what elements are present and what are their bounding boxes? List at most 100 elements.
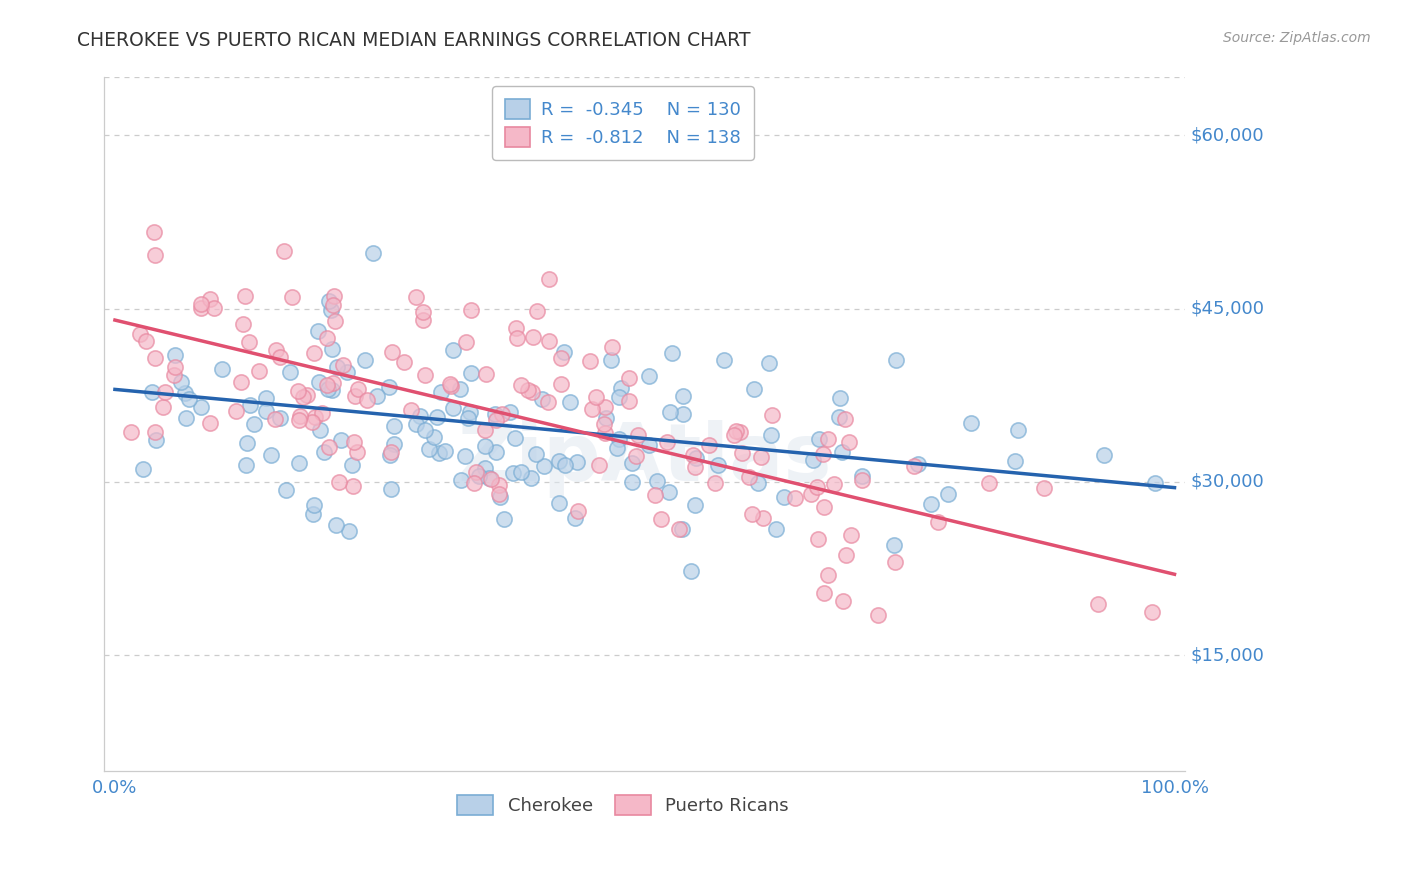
Point — [409, 409, 432, 423]
Point — [346, 445, 368, 459]
Point — [627, 428, 650, 442]
Point — [783, 491, 806, 505]
Point — [318, 294, 340, 309]
Point — [135, 334, 157, 348]
Point — [378, 379, 401, 393]
Point — [609, 433, 631, 447]
Point — [606, 442, 628, 456]
Point — [273, 244, 295, 258]
Point — [440, 379, 463, 393]
Point — [607, 390, 630, 404]
Point — [263, 412, 285, 426]
Text: $30,000: $30,000 — [1191, 473, 1264, 491]
Point — [394, 355, 416, 369]
Point — [834, 412, 856, 426]
Point — [141, 384, 163, 399]
Point — [492, 512, 515, 526]
Point — [1140, 605, 1163, 619]
Point — [413, 423, 436, 437]
Point — [903, 458, 925, 473]
Point — [1087, 597, 1109, 611]
Point — [235, 289, 257, 303]
Point — [650, 512, 672, 526]
Point — [142, 226, 165, 240]
Point — [524, 447, 547, 461]
Point — [278, 366, 301, 380]
Point — [621, 456, 644, 470]
Point — [232, 317, 254, 331]
Point — [366, 389, 388, 403]
Point — [806, 533, 828, 547]
Point — [449, 383, 471, 397]
Point — [703, 476, 725, 491]
Point — [474, 439, 496, 453]
Point — [581, 401, 603, 416]
Point — [602, 340, 624, 354]
Point — [260, 448, 283, 462]
Point — [231, 376, 253, 390]
Point — [441, 401, 464, 415]
Point — [550, 377, 572, 392]
Point — [554, 458, 576, 472]
Point — [426, 409, 449, 424]
Point — [316, 377, 339, 392]
Point — [533, 458, 555, 473]
Point — [332, 359, 354, 373]
Point — [936, 487, 959, 501]
Point — [883, 555, 905, 569]
Point — [530, 392, 553, 406]
Point — [685, 450, 707, 465]
Point — [378, 448, 401, 462]
Point — [302, 346, 325, 360]
Point — [163, 368, 186, 383]
Point — [553, 344, 575, 359]
Point — [505, 321, 527, 335]
Point — [200, 292, 222, 306]
Point — [550, 351, 572, 365]
Point — [509, 465, 531, 479]
Point — [761, 408, 783, 422]
Point — [423, 430, 446, 444]
Point — [503, 431, 526, 445]
Point — [522, 329, 544, 343]
Point — [269, 410, 291, 425]
Point — [835, 548, 858, 562]
Point — [600, 353, 623, 368]
Point — [276, 483, 298, 497]
Point — [610, 381, 633, 395]
Point — [465, 465, 488, 479]
Point — [152, 400, 174, 414]
Point — [288, 413, 311, 427]
Point — [752, 511, 775, 525]
Point — [1032, 481, 1054, 495]
Point — [354, 353, 377, 368]
Point — [723, 428, 745, 442]
Point — [304, 410, 326, 425]
Point — [558, 395, 581, 409]
Point — [312, 445, 335, 459]
Point — [384, 418, 406, 433]
Point — [747, 476, 769, 491]
Point — [841, 528, 863, 542]
Point — [269, 351, 291, 365]
Point — [456, 335, 478, 350]
Point — [681, 565, 703, 579]
Point — [697, 438, 720, 452]
Point — [619, 394, 641, 409]
Point — [668, 523, 690, 537]
Point — [838, 435, 860, 450]
Point — [520, 385, 543, 400]
Point — [434, 444, 457, 458]
Point — [322, 298, 344, 312]
Point — [547, 454, 569, 468]
Point — [307, 324, 329, 338]
Point — [468, 468, 491, 483]
Point — [828, 410, 851, 425]
Point — [326, 359, 349, 374]
Point — [595, 411, 617, 425]
Point — [321, 303, 343, 318]
Point — [328, 475, 350, 489]
Text: ZipAtlas: ZipAtlas — [457, 420, 832, 498]
Point — [728, 425, 751, 439]
Point — [292, 390, 315, 404]
